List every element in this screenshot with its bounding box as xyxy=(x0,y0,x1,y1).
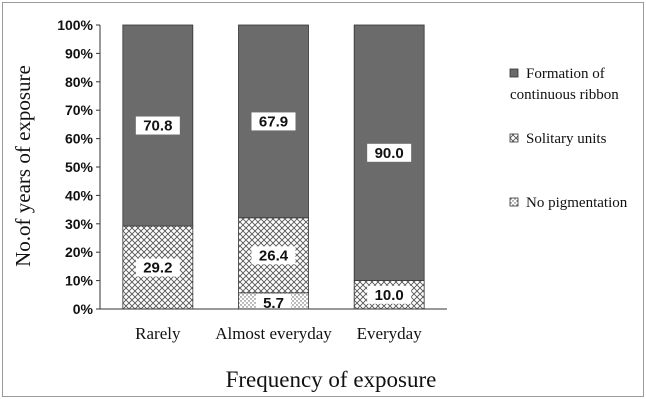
x-tick-label: Rarely xyxy=(135,324,181,343)
data-label: 29.2 xyxy=(143,260,172,277)
legend-label: No pigmentation xyxy=(526,195,628,211)
y-tick-label: 90% xyxy=(65,45,94,61)
data-label: 90.0 xyxy=(375,145,404,162)
data-label-bg xyxy=(367,143,412,162)
y-tick-label: 10% xyxy=(65,273,94,289)
y-tick-label: 60% xyxy=(65,131,94,147)
y-tick-label: 20% xyxy=(65,244,94,260)
y-axis: 0% 10% 20% 30% 40% 50% 60% 70% 80% 90% 100% xyxy=(57,17,101,317)
legend-label: continuous ribbon xyxy=(510,87,619,103)
legend-label: Formation of xyxy=(526,66,605,82)
data-label: 5.7 xyxy=(263,295,284,312)
legend-label: Solitary units xyxy=(526,131,607,147)
data-label-bg xyxy=(367,285,412,304)
y-axis-title: No.of years of exposure xyxy=(11,65,35,267)
data-label-bg xyxy=(135,116,180,135)
legend-swatch xyxy=(509,197,519,207)
y-tick-label: 0% xyxy=(73,301,94,317)
data-label: 70.8 xyxy=(143,118,172,135)
x-tick-label: Almost everyday xyxy=(215,324,332,343)
legend-swatch xyxy=(509,133,519,143)
x-tick-label: Everyday xyxy=(357,324,423,343)
data-label-bg xyxy=(135,258,180,277)
data-label: 10.0 xyxy=(375,287,404,304)
data-label-bg xyxy=(256,294,291,312)
legend-swatch xyxy=(509,68,519,78)
y-tick-label: 80% xyxy=(65,74,94,90)
y-tick-label: 50% xyxy=(65,159,94,175)
x-axis-title: Frequency of exposure xyxy=(226,367,437,392)
x-axis: Rarely Almost everyday Everyday xyxy=(100,308,447,343)
data-label: 67.9 xyxy=(259,113,288,130)
y-tick-label: 30% xyxy=(65,216,94,232)
y-tick-label: 70% xyxy=(65,102,94,118)
y-tick-label: 40% xyxy=(65,187,94,203)
data-label-bg xyxy=(251,112,296,131)
bars: 0.029.270.85.726.467.90.010.090.0 xyxy=(122,24,425,312)
data-label: 26.4 xyxy=(259,247,289,264)
legend: Formation of continuous ribbon Solitary un… xyxy=(509,66,628,211)
y-tick-label: 100% xyxy=(57,17,93,33)
data-label-bg xyxy=(251,246,296,265)
